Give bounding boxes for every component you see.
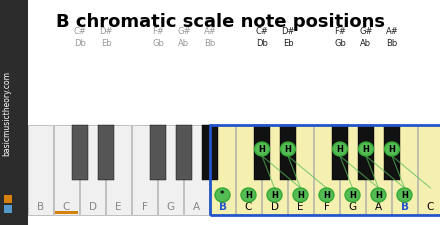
Bar xyxy=(54,125,79,215)
Bar xyxy=(98,125,114,180)
Text: Ab: Ab xyxy=(360,38,371,47)
Text: D: D xyxy=(271,202,279,212)
Text: G#: G# xyxy=(177,27,191,36)
Text: G#: G# xyxy=(359,27,373,36)
Text: H: H xyxy=(375,191,382,200)
Text: basicmusictheory.com: basicmusictheory.com xyxy=(3,70,11,155)
Text: H: H xyxy=(337,144,344,153)
Text: D#: D# xyxy=(99,27,113,36)
Text: G: G xyxy=(166,202,175,212)
Text: H: H xyxy=(349,191,356,200)
Text: B chromatic scale note positions: B chromatic scale note positions xyxy=(55,13,385,31)
Bar xyxy=(4,205,12,213)
Text: C: C xyxy=(427,202,434,212)
Bar xyxy=(202,125,218,180)
Text: F#: F# xyxy=(334,27,346,36)
Bar xyxy=(28,125,53,215)
Bar xyxy=(80,125,105,215)
Text: H: H xyxy=(389,144,396,153)
Bar xyxy=(106,125,131,215)
Bar xyxy=(132,125,157,215)
Text: H: H xyxy=(271,191,278,200)
Text: Eb: Eb xyxy=(282,38,293,47)
Ellipse shape xyxy=(215,188,230,202)
Bar xyxy=(314,125,339,215)
Bar xyxy=(262,125,287,215)
Bar xyxy=(210,125,235,215)
Bar xyxy=(332,125,348,180)
Bar xyxy=(158,125,183,215)
Bar xyxy=(150,125,166,180)
Text: H: H xyxy=(285,144,291,153)
Text: Bb: Bb xyxy=(386,38,398,47)
FancyBboxPatch shape xyxy=(0,0,28,225)
Text: F: F xyxy=(323,202,330,212)
Text: H: H xyxy=(245,191,252,200)
Ellipse shape xyxy=(333,142,348,156)
Ellipse shape xyxy=(254,142,269,156)
Text: A: A xyxy=(193,202,200,212)
Ellipse shape xyxy=(241,188,256,202)
Text: Gb: Gb xyxy=(334,38,346,47)
Text: Bb: Bb xyxy=(204,38,216,47)
Text: C: C xyxy=(245,202,252,212)
Bar xyxy=(280,125,296,180)
Bar xyxy=(55,211,78,214)
Text: H: H xyxy=(363,144,370,153)
Ellipse shape xyxy=(345,188,360,202)
Text: A: A xyxy=(375,202,382,212)
Bar xyxy=(340,125,365,215)
Ellipse shape xyxy=(281,142,296,156)
Ellipse shape xyxy=(371,188,386,202)
Text: F#: F# xyxy=(152,27,164,36)
Ellipse shape xyxy=(385,142,400,156)
Ellipse shape xyxy=(397,188,412,202)
Text: Ab: Ab xyxy=(179,38,190,47)
Text: E: E xyxy=(297,202,304,212)
Text: H: H xyxy=(259,144,265,153)
Text: Gb: Gb xyxy=(152,38,164,47)
Ellipse shape xyxy=(359,142,374,156)
Bar xyxy=(176,125,192,180)
Text: C#: C# xyxy=(73,27,86,36)
Text: *: * xyxy=(220,191,225,200)
Text: C#: C# xyxy=(256,27,268,36)
Text: D#: D# xyxy=(281,27,295,36)
Text: D: D xyxy=(88,202,96,212)
Bar xyxy=(254,125,270,180)
Text: Db: Db xyxy=(74,38,86,47)
Bar xyxy=(358,125,374,180)
Bar xyxy=(392,125,417,215)
Text: H: H xyxy=(401,191,408,200)
Bar xyxy=(288,125,313,215)
Text: Db: Db xyxy=(256,38,268,47)
Ellipse shape xyxy=(319,188,334,202)
Ellipse shape xyxy=(267,188,282,202)
Text: H: H xyxy=(323,191,330,200)
Text: E: E xyxy=(115,202,122,212)
Text: B: B xyxy=(219,202,227,212)
Bar xyxy=(366,125,391,215)
Text: Eb: Eb xyxy=(101,38,111,47)
Bar xyxy=(236,125,261,215)
Text: C: C xyxy=(63,202,70,212)
Bar xyxy=(418,125,440,215)
Text: H: H xyxy=(297,191,304,200)
Bar xyxy=(72,125,88,180)
Text: B: B xyxy=(37,202,44,212)
Text: A#: A# xyxy=(204,27,216,36)
Bar xyxy=(210,125,440,215)
Bar xyxy=(384,125,400,180)
Text: A#: A# xyxy=(385,27,398,36)
Ellipse shape xyxy=(293,188,308,202)
Text: B: B xyxy=(400,202,408,212)
Bar xyxy=(184,125,209,215)
Bar xyxy=(4,195,12,203)
Text: G: G xyxy=(348,202,356,212)
Text: F: F xyxy=(142,202,147,212)
